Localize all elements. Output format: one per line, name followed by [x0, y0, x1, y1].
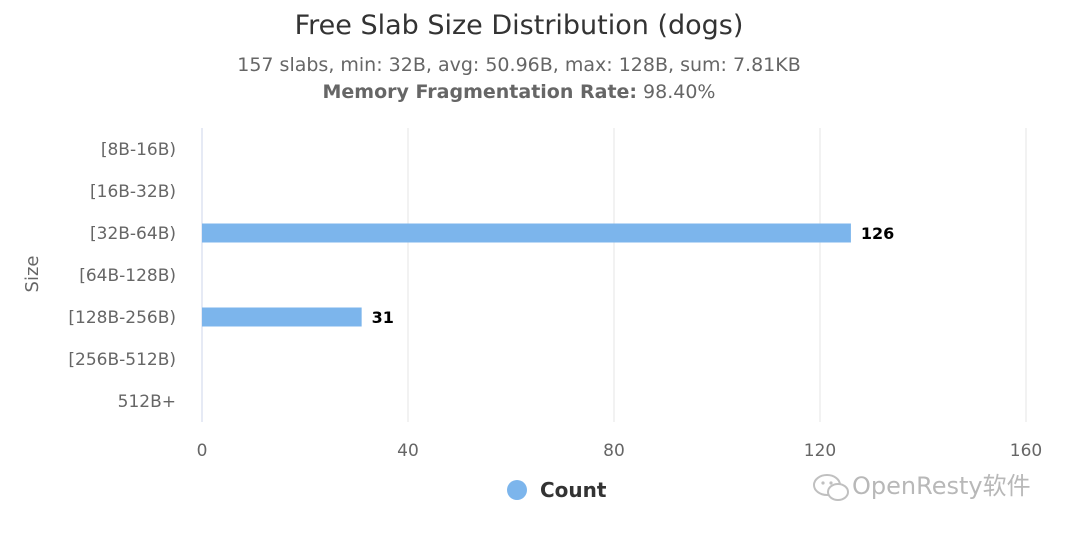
fragmentation-label: Memory Fragmentation Rate:: [323, 81, 638, 103]
category-label: [32B-64B): [90, 224, 176, 244]
y-axis-title: Size: [22, 256, 43, 293]
category-label: [16B-32B): [90, 182, 176, 202]
chart-title: Free Slab Size Distribution (dogs): [295, 10, 744, 41]
watermark-text: OpenResty软件: [852, 472, 1031, 500]
grid-lines: [201, 128, 1027, 422]
data-label: 31: [372, 308, 394, 327]
legend[interactable]: Count: [507, 478, 607, 502]
fragmentation-rate: Memory Fragmentation Rate: 98.40%: [323, 81, 716, 103]
category-label: [128B-256B): [68, 308, 176, 328]
data-label: 126: [861, 224, 894, 243]
category-label: [256B-512B): [68, 350, 176, 370]
x-tick-label: 160: [1010, 441, 1042, 461]
category-label: [64B-128B): [79, 266, 176, 286]
bar: [202, 307, 362, 327]
wechat-icon: [813, 474, 849, 501]
x-tick-label: 40: [397, 441, 419, 461]
legend-label-count[interactable]: Count: [540, 478, 607, 502]
legend-swatch[interactable]: [507, 480, 527, 500]
category-labels: [8B-16B) [16B-32B) [32B-64B) [64B-128B) [128…: [68, 140, 176, 412]
bar: [202, 223, 851, 243]
bars: [202, 223, 851, 327]
x-tick-label: 0: [197, 441, 208, 461]
x-tick-labels: 0 40 80 120 160: [197, 441, 1043, 461]
watermark: OpenResty软件: [813, 472, 1031, 501]
category-label: 512B+: [118, 392, 176, 412]
x-tick-label: 80: [603, 441, 625, 461]
chart-subtitle: 157 slabs, min: 32B, avg: 50.96B, max: 1…: [237, 54, 801, 76]
x-tick-label: 120: [804, 441, 836, 461]
category-label: [8B-16B): [101, 140, 176, 160]
data-labels: 126 31: [372, 224, 895, 327]
fragmentation-value: 98.40%: [643, 81, 715, 103]
